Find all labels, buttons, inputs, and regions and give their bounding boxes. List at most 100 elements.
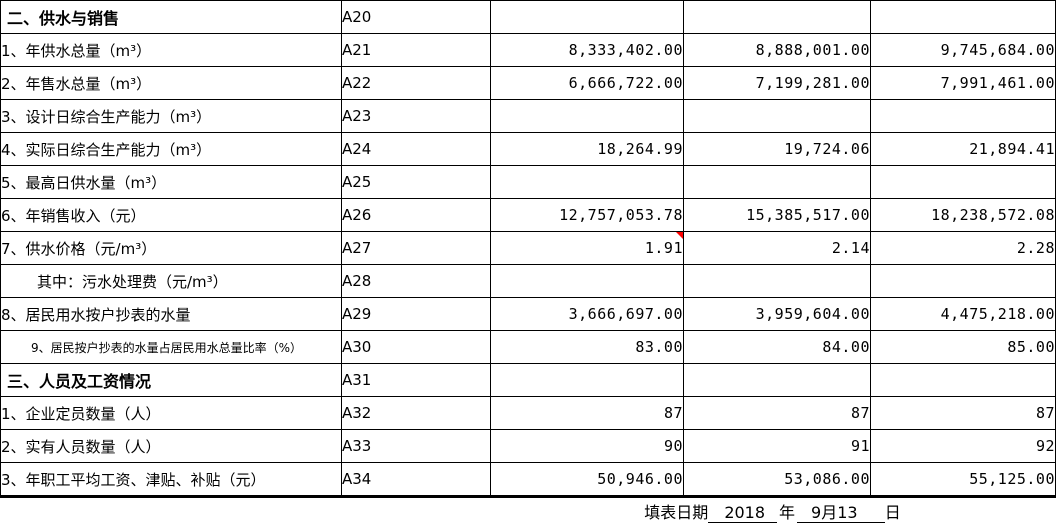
value-cell[interactable] xyxy=(683,0,871,34)
cell-value: 91 xyxy=(850,437,870,455)
cell-value: 92 xyxy=(1035,437,1055,455)
value-cell[interactable]: 85.00 xyxy=(870,330,1056,364)
value-cell[interactable]: 90 xyxy=(490,429,684,463)
value-cell[interactable] xyxy=(870,0,1056,34)
value-cell[interactable]: 91 xyxy=(683,429,871,463)
cell-value: 7,199,281.00 xyxy=(755,74,870,92)
row-code-cell[interactable]: A33 xyxy=(341,429,491,463)
row-code-cell[interactable]: A28 xyxy=(341,264,491,298)
value-cell[interactable]: 1.91 xyxy=(490,231,684,265)
row-label-cell[interactable]: 1、企业定员数量（人） xyxy=(0,396,342,430)
value-cell[interactable]: 2.14 xyxy=(683,231,871,265)
cell-value: 84.00 xyxy=(822,338,870,356)
row-label-cell[interactable]: 6、年销售收入（元） xyxy=(0,198,342,232)
value-cell[interactable] xyxy=(683,165,871,199)
value-cell[interactable]: 12,757,053.78 xyxy=(490,198,684,232)
cell-value: 87 xyxy=(850,404,870,422)
cell-value: 87 xyxy=(1035,404,1055,422)
row-label-cell[interactable]: 三、人员及工资情况 xyxy=(0,363,342,397)
value-cell[interactable] xyxy=(683,99,871,133)
row-code-cell[interactable]: A31 xyxy=(341,363,491,397)
value-cell[interactable]: 15,385,517.00 xyxy=(683,198,871,232)
row-label-cell[interactable]: 7、供水价格（元/m³） xyxy=(0,231,342,265)
value-cell[interactable] xyxy=(870,363,1056,397)
value-cell[interactable]: 9,745,684.00 xyxy=(870,33,1056,67)
value-cell[interactable]: 7,199,281.00 xyxy=(683,66,871,100)
row-code-cell[interactable]: A26 xyxy=(341,198,491,232)
fill-date-year-field[interactable]: 2018 xyxy=(708,503,778,524)
row-label-cell[interactable]: 其中：污水处理费（元/m³） xyxy=(0,264,342,298)
cell-value: 87 xyxy=(663,404,683,422)
value-cell[interactable]: 87 xyxy=(870,396,1056,430)
value-cell[interactable] xyxy=(490,99,684,133)
value-cell[interactable]: 55,125.00 xyxy=(870,462,1056,497)
row-label-cell[interactable]: 2、年售水总量（m³） xyxy=(0,66,342,100)
value-cell[interactable]: 53,086.00 xyxy=(683,462,871,497)
cell-value: 12,757,053.78 xyxy=(559,206,683,224)
cell-value: 8,333,402.00 xyxy=(568,41,683,59)
value-cell[interactable]: 2.28 xyxy=(870,231,1056,265)
row-code-cell[interactable]: A29 xyxy=(341,297,491,331)
row-label-cell[interactable]: 3、年职工平均工资、津贴、补贴（元） xyxy=(0,462,342,497)
value-cell[interactable]: 50,946.00 xyxy=(490,462,684,497)
row-code-cell[interactable]: A23 xyxy=(341,99,491,133)
value-cell[interactable]: 8,333,402.00 xyxy=(490,33,684,67)
table-row: 7、供水价格（元/m³） A27 1.91 2.14 2.28 xyxy=(0,231,1056,265)
value-cell[interactable]: 18,238,572.08 xyxy=(870,198,1056,232)
value-cell[interactable] xyxy=(490,0,684,34)
row-code-cell[interactable]: A32 xyxy=(341,396,491,430)
value-cell[interactable] xyxy=(490,264,684,298)
data-table: 二、供水与销售 A20 1、年供水总量（m³） A21 8,333,402.00 8,88… xyxy=(0,0,1056,498)
fill-date-blank-segment[interactable] xyxy=(861,504,885,524)
value-cell[interactable] xyxy=(490,165,684,199)
value-cell[interactable] xyxy=(870,264,1056,298)
row-code-cell[interactable]: A21 xyxy=(341,33,491,67)
row-code-cell[interactable]: A22 xyxy=(341,66,491,100)
row-code-cell[interactable]: A34 xyxy=(341,462,491,497)
row-code-cell[interactable]: A24 xyxy=(341,132,491,166)
row-label-cell[interactable]: 3、设计日综合生产能力（m³） xyxy=(0,99,342,133)
table-row: 5、最高日供水量（m³） A25 xyxy=(0,165,1056,199)
row-label-cell[interactable]: 5、最高日供水量（m³） xyxy=(0,165,342,199)
cell-value: 50,946.00 xyxy=(597,470,683,488)
table-row: 4、实际日综合生产能力（m³） A24 18,264.99 19,724.06 21,8… xyxy=(0,132,1056,166)
value-cell[interactable]: 84.00 xyxy=(683,330,871,364)
value-cell[interactable] xyxy=(683,363,871,397)
cell-value: 90 xyxy=(663,437,683,455)
row-label-cell[interactable]: 2、实有人员数量（人） xyxy=(0,429,342,463)
fill-date-prefix: 填表日期 xyxy=(644,503,709,522)
value-cell[interactable]: 83.00 xyxy=(490,330,684,364)
row-label-cell[interactable]: 4、实际日综合生产能力（m³） xyxy=(0,132,342,166)
table-row: 2、年售水总量（m³） A22 6,666,722.00 7,199,281.00 7,… xyxy=(0,66,1056,100)
row-label-cell[interactable]: 8、居民用水按户抄表的水量 xyxy=(0,297,342,331)
value-cell[interactable]: 87 xyxy=(490,396,684,430)
value-cell[interactable] xyxy=(490,363,684,397)
row-code-cell[interactable]: A20 xyxy=(341,0,491,34)
row-code-cell[interactable]: A27 xyxy=(341,231,491,265)
value-cell[interactable]: 18,264.99 xyxy=(490,132,684,166)
row-code-cell[interactable]: A30 xyxy=(341,330,491,364)
value-cell[interactable] xyxy=(870,165,1056,199)
fill-date-month-day-field[interactable]: 9月13 xyxy=(797,503,862,524)
value-cell[interactable]: 92 xyxy=(870,429,1056,463)
value-cell[interactable]: 3,959,604.00 xyxy=(683,297,871,331)
value-cell[interactable]: 21,894.41 xyxy=(870,132,1056,166)
value-cell[interactable] xyxy=(683,264,871,298)
row-label-cell[interactable]: 9、居民按户抄表的水量占居民用水总量比率（%） xyxy=(0,330,342,364)
value-cell[interactable]: 6,666,722.00 xyxy=(490,66,684,100)
row-label-cell[interactable]: 二、供水与销售 xyxy=(0,0,342,34)
value-cell[interactable]: 4,475,218.00 xyxy=(870,297,1056,331)
row-label-cell[interactable]: 1、年供水总量（m³） xyxy=(0,33,342,67)
cell-value: 15,385,517.00 xyxy=(746,206,870,224)
value-cell[interactable]: 19,724.06 xyxy=(683,132,871,166)
cell-value: 55,125.00 xyxy=(969,470,1055,488)
value-cell[interactable]: 3,666,697.00 xyxy=(490,297,684,331)
value-cell[interactable] xyxy=(870,99,1056,133)
value-cell[interactable]: 8,888,001.00 xyxy=(683,33,871,67)
row-code-cell[interactable]: A25 xyxy=(341,165,491,199)
table-row: 三、人员及工资情况 A31 xyxy=(0,363,1056,397)
table-row: 9、居民按户抄表的水量占居民用水总量比率（%） A30 83.00 84.00 85.0… xyxy=(0,330,1056,364)
value-cell[interactable]: 87 xyxy=(683,396,871,430)
value-cell[interactable]: 7,991,461.00 xyxy=(870,66,1056,100)
